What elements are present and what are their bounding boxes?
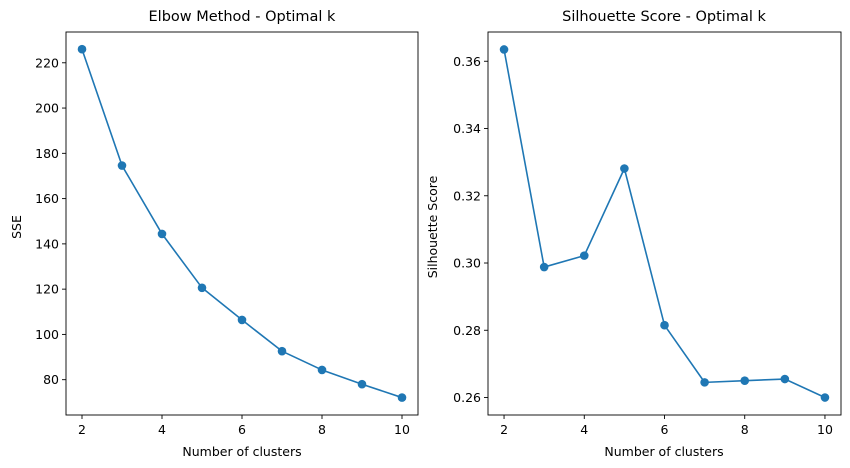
elbow-y-tick-label: 180: [35, 146, 59, 161]
elbow-data-point: [77, 44, 87, 54]
silhouette-data-point: [820, 393, 830, 402]
silhouette-chart-title: Silhouette Score - Optimal k: [562, 9, 766, 25]
elbow-x-tick-label: 10: [394, 422, 410, 437]
elbow-y-tick-label: 100: [35, 327, 59, 342]
silhouette-y-tick-label: 0.32: [453, 188, 481, 203]
silhouette-data-point: [579, 251, 589, 260]
elbow-x-tick-label: 8: [318, 422, 326, 437]
silhouette-y-tick-label: 0.28: [453, 323, 481, 338]
elbow-data-point: [317, 365, 327, 375]
silhouette-data-point: [740, 376, 750, 386]
silhouette-y-axis-label: Silhouette Score: [425, 175, 440, 278]
silhouette-x-tick-label: 8: [741, 422, 749, 437]
elbow-x-tick-label: 4: [158, 422, 166, 437]
elbow-data-point: [157, 229, 167, 239]
silhouette-data-point: [620, 164, 629, 173]
silhouette-data-point: [700, 378, 709, 387]
silhouette-y-tick-label: 0.30: [453, 256, 481, 271]
silhouette-data-point: [660, 320, 669, 330]
elbow-y-tick-label: 200: [35, 101, 59, 116]
silhouette-data-marks: [499, 45, 830, 402]
elbow-y-tick-label: 140: [35, 236, 59, 251]
elbow-data-point: [397, 393, 407, 402]
elbow-data-point: [197, 283, 207, 293]
silhouette-x-tick-label: 10: [817, 422, 833, 437]
elbow-y-tick-label: 160: [35, 191, 59, 206]
elbow-data-point: [277, 346, 287, 356]
silhouette-data-point: [780, 374, 790, 384]
silhouette-x-axis-label: Number of clusters: [604, 444, 723, 459]
elbow-data-point: [117, 161, 127, 170]
elbow-plot-frame: [65, 31, 419, 416]
silhouette-ticks: 2 4 6 8 10 0.26 0.28 0.30 0.32 0.34 0.36: [453, 54, 833, 437]
elbow-chart-title: Elbow Method - Optimal k: [149, 9, 337, 25]
elbow-data-point: [357, 379, 367, 389]
elbow-y-tick-label: 120: [35, 282, 59, 297]
elbow-y-tick-label: 220: [35, 55, 59, 70]
silhouette-x-tick-label: 4: [580, 422, 588, 437]
elbow-y-tick-label: 80: [43, 372, 59, 387]
silhouette-data-point: [539, 262, 549, 272]
elbow-data-marks: [77, 44, 407, 402]
elbow-x-axis-label: Number of clusters: [182, 444, 301, 459]
silhouette-y-tick-label: 0.26: [453, 390, 481, 405]
elbow-x-tick-label: 6: [238, 422, 246, 437]
elbow-chart: Elbow Method - Optimal k Number of clust…: [9, 9, 419, 459]
silhouette-plot-frame: [487, 31, 842, 416]
silhouette-data-point: [499, 45, 509, 54]
elbow-x-tick-label: 2: [78, 422, 86, 437]
silhouette-x-tick-label: 2: [500, 422, 508, 437]
silhouette-y-tick-label: 0.34: [453, 121, 481, 136]
silhouette-x-tick-label: 6: [661, 422, 669, 437]
elbow-data-point: [237, 315, 247, 325]
silhouette-y-tick-label: 0.36: [453, 54, 481, 69]
silhouette-chart: Silhouette Score - Optimal k Number of c…: [425, 9, 842, 459]
elbow-y-axis-label: SSE: [9, 215, 24, 239]
elbow-ticks: 2 4 6 8 10 80 100 120 140 160 180 200 220: [35, 55, 410, 437]
